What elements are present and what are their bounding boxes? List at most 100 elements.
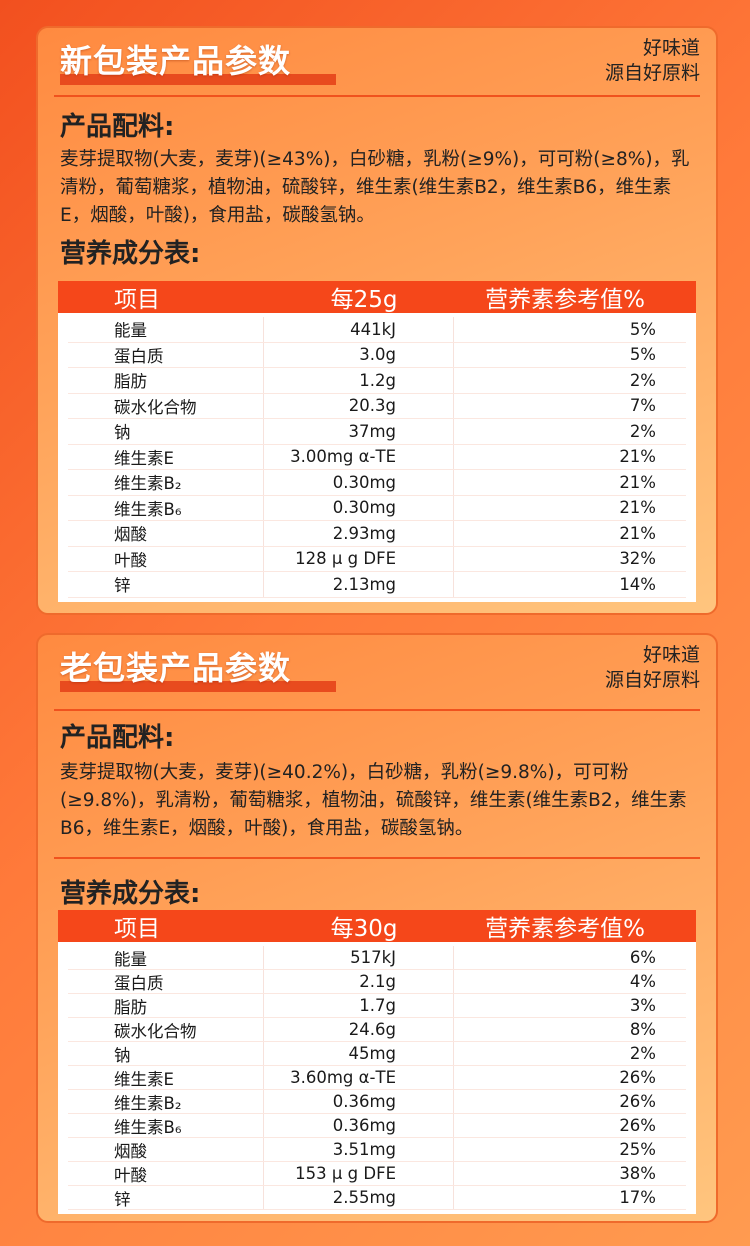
nutrient-amount: 517kJ — [264, 946, 454, 969]
header-nrv: 营养素参考值% — [485, 916, 645, 942]
nutrient-nrv: 5% — [629, 345, 656, 365]
nutrition-heading: 营养成分表: — [60, 239, 201, 269]
header-nrv: 营养素参考值% — [485, 287, 645, 313]
table-row: 烟酸 2.93mg 21% — [68, 521, 686, 547]
table-row: 维生素E 3.60mg α-TE 26% — [68, 1066, 686, 1090]
table-row: 维生素E 3.00mg α-TE 21% — [68, 444, 686, 470]
nutrient-nrv: 25% — [619, 1140, 656, 1159]
table-row: 钠 37mg 2% — [68, 419, 686, 445]
nutrient-name: 维生素B₂ — [68, 1090, 264, 1113]
slogan: 好味道 源自好原料 — [605, 36, 700, 86]
nutrient-name: 脂肪 — [68, 994, 264, 1017]
nutrient-nrv: 32% — [619, 549, 656, 569]
nutrient-amount: 0.36mg — [264, 1090, 454, 1113]
nutrient-nrv: 14% — [619, 574, 656, 594]
table-row: 脂肪 1.7g 3% — [68, 994, 686, 1018]
nutrient-amount: 0.30mg — [264, 495, 454, 520]
nutrient-amount: 24.6g — [264, 1018, 454, 1041]
ingredients-heading: 产品配料: — [60, 723, 175, 753]
nutrient-name: 蛋白质 — [68, 342, 264, 367]
table-row: 能量 441kJ 5% — [68, 317, 686, 343]
nutrient-amount: 128 μ g DFE — [264, 546, 454, 571]
nutrient-name: 烟酸 — [68, 521, 264, 546]
header-amount: 每25g — [330, 287, 398, 313]
header-amount: 每30g — [330, 916, 398, 942]
nutrition-heading: 营养成分表: — [60, 879, 201, 909]
table-row: 锌 2.55mg 17% — [68, 1186, 686, 1210]
nutrient-amount: 37mg — [264, 419, 454, 444]
nutrient-name: 钠 — [68, 419, 264, 444]
table-row: 维生素B₂ 0.30mg 21% — [68, 470, 686, 496]
nutrient-name: 维生素E — [68, 444, 264, 469]
nutrient-amount: 2.55mg — [264, 1186, 454, 1209]
nutrient-nrv: 21% — [619, 498, 656, 518]
divider — [54, 95, 700, 97]
nutrient-nrv: 6% — [629, 948, 656, 967]
nutrient-nrv: 21% — [619, 523, 656, 543]
nutrient-nrv: 3% — [629, 996, 656, 1015]
section-title: 老包装产品参数 — [60, 649, 292, 687]
table-header: 项目 每25g 营养素参考值% — [58, 281, 696, 313]
ingredients-text: 麦芽提取物(大麦，麦芽)(≥43%)，白砂糖，乳粉(≥9%)，可可粉(≥8%)，… — [60, 149, 690, 226]
nutrient-name: 碳水化合物 — [68, 1018, 264, 1041]
nutrient-nrv: 2% — [629, 1044, 656, 1063]
nutrient-name: 叶酸 — [68, 1162, 264, 1185]
slogan-line: 源自好原料 — [604, 62, 700, 84]
nutrient-name: 维生素E — [68, 1066, 264, 1089]
nutrient-name: 锌 — [68, 1186, 264, 1209]
header-item: 项目 — [114, 287, 160, 313]
nutrient-nrv: 17% — [619, 1188, 656, 1207]
nutrient-amount: 3.51mg — [264, 1138, 454, 1161]
nutrient-name: 维生素B₂ — [68, 470, 264, 495]
table-row: 维生素B₂ 0.36mg 26% — [68, 1090, 686, 1114]
nutrient-name: 烟酸 — [68, 1138, 264, 1161]
ingredients-text: 麦芽提取物(大麦，麦芽)(≥40.2%)，白砂糖，乳粉(≥9.8%)，可可粉(≥… — [60, 762, 687, 839]
table-row: 维生素B₆ 0.30mg 21% — [68, 495, 686, 521]
nutrient-nrv: 26% — [619, 1116, 656, 1135]
section-title: 新包装产品参数 — [60, 42, 292, 80]
nutrient-amount: 1.2g — [264, 368, 454, 393]
nutrient-name: 维生素B₆ — [68, 1114, 264, 1137]
nutrient-name: 能量 — [68, 317, 264, 342]
nutrition-table: 项目 每30g 营养素参考值% 能量 517kJ 6% 蛋白质 2.1g 4% … — [58, 910, 696, 1214]
nutrient-amount: 20.3g — [264, 393, 454, 418]
nutrient-name: 维生素B₆ — [68, 495, 264, 520]
nutrient-name: 锌 — [68, 572, 264, 597]
table-header: 项目 每30g 营养素参考值% — [58, 910, 696, 942]
nutrient-amount: 3.00mg α-TE — [264, 444, 454, 469]
table-row: 蛋白质 2.1g 4% — [68, 970, 686, 994]
table-row: 钠 45mg 2% — [68, 1042, 686, 1066]
table-row: 烟酸 3.51mg 25% — [68, 1138, 686, 1162]
title-underline — [60, 681, 336, 692]
nutrient-amount: 2.13mg — [264, 572, 454, 597]
table-row: 维生素B₆ 0.36mg 26% — [68, 1114, 686, 1138]
nutrient-amount: 2.1g — [264, 970, 454, 993]
nutrient-name: 能量 — [68, 946, 264, 969]
title-underline — [60, 74, 336, 85]
slogan-line: 源自好原料 — [604, 669, 700, 691]
nutrient-amount: 45mg — [264, 1042, 454, 1065]
section-title-wrap: 老包装产品参数 — [60, 643, 336, 692]
nutrient-nrv: 26% — [619, 1092, 656, 1111]
nutrient-name: 钠 — [68, 1042, 264, 1065]
table-row: 能量 517kJ 6% — [68, 946, 686, 970]
old-package-card: 老包装产品参数 好味道源自好原料 产品配料: 麦芽提取物(大麦，麦芽)(≥40.… — [36, 633, 718, 1223]
divider — [54, 709, 700, 711]
table-row: 叶酸 128 μ g DFE 32% — [68, 546, 686, 572]
header-item: 项目 — [114, 916, 160, 942]
nutrient-nrv: 21% — [619, 472, 656, 492]
nutrition-table: 项目 每25g 营养素参考值% 能量 441kJ 5% 蛋白质 3.0g 5% … — [58, 281, 696, 602]
nutrient-amount: 441kJ — [264, 317, 454, 342]
nutrient-nrv: 2% — [629, 370, 656, 390]
slogan-line: 好味道 — [642, 644, 700, 666]
nutrient-name: 碳水化合物 — [68, 393, 264, 418]
divider — [54, 857, 700, 859]
table-row: 碳水化合物 20.3g 7% — [68, 393, 686, 419]
table-row: 碳水化合物 24.6g 8% — [68, 1018, 686, 1042]
table-row: 脂肪 1.2g 2% — [68, 368, 686, 394]
ingredients-heading: 产品配料: — [60, 112, 175, 142]
nutrient-nrv: 5% — [629, 319, 656, 339]
slogan: 好味道源自好原料 — [605, 643, 700, 693]
nutrient-nrv: 26% — [619, 1068, 656, 1087]
nutrient-name: 蛋白质 — [68, 970, 264, 993]
